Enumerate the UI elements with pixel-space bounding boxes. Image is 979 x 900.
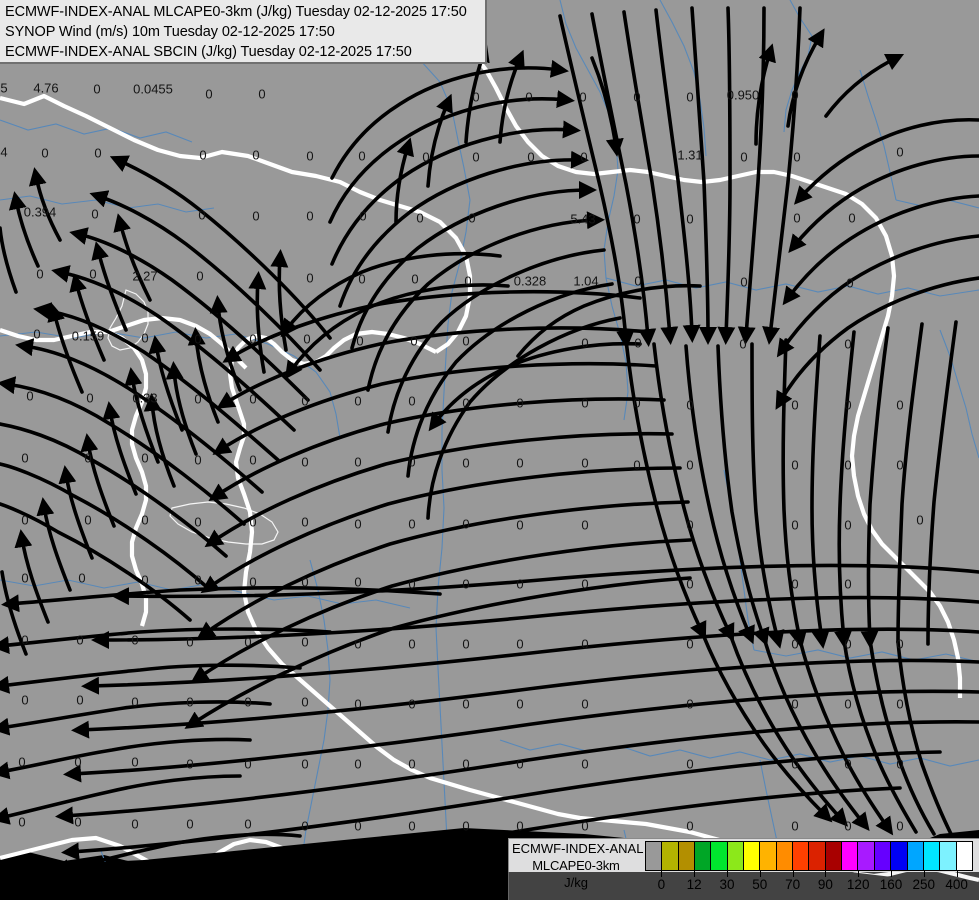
colorbar-swatch-15 (891, 842, 908, 870)
colorbar-tick-30 (727, 871, 728, 877)
colorbar-tick-70 (792, 871, 794, 877)
colorbar-tick-label-120: 120 (846, 877, 870, 892)
colorbar-tick-12 (694, 871, 696, 877)
colorbar-tick-label-70: 70 (785, 877, 801, 892)
colorbar-swatch-7 (760, 842, 777, 870)
colorbar-swatch-5 (727, 842, 745, 870)
colorbar-tick-160 (891, 871, 892, 877)
colorbar-swatch-14 (874, 842, 892, 870)
colorbar-swatch-8 (776, 842, 794, 870)
map-sea (0, 828, 979, 900)
header-info-box: ECMWF-INDEX-ANAL MLCAPE0-3km (J/kg) Tues… (0, 0, 487, 64)
colorbar-tick-label-12: 12 (686, 877, 702, 892)
legend-units: J/kg (564, 875, 588, 890)
colorbar-swatch-17 (923, 842, 941, 870)
colorbar-tick-0 (661, 871, 663, 877)
colorbar-tick-250 (923, 871, 925, 877)
header-line-sbcin: ECMWF-INDEX-ANAL SBCIN (J/kg) Tuesday 02… (5, 44, 412, 60)
colorbar-swatch-0 (646, 842, 663, 870)
colorbar-swatch-3 (695, 842, 712, 870)
colorbar-swatch-4 (711, 842, 728, 870)
colorbar-swatch-10 (809, 842, 826, 870)
legend-background-bottom (508, 872, 979, 900)
colorbar-tick-label-250: 250 (912, 877, 936, 892)
legend-title-parameter: MLCAPE0-3km (532, 858, 620, 873)
colorbar-swatch-9 (793, 842, 810, 870)
colorbar-swatch-11 (825, 842, 843, 870)
colorbar-swatch-12 (842, 842, 859, 870)
colorbar-swatch-16 (907, 842, 924, 870)
colorbar-swatch-13 (858, 842, 875, 870)
colorbar-tick-50 (759, 871, 761, 877)
colorbar-swatch-1 (662, 842, 679, 870)
colorbar-tick-label-400: 400 (945, 877, 968, 892)
colorbar-tick-400 (956, 871, 958, 877)
colorbar-swatch-6 (744, 842, 761, 870)
colorbar-tick-90 (825, 871, 827, 877)
colorbar-tick-label-160: 160 (879, 877, 903, 892)
legend-panel: ECMWF-INDEX-ANAL MLCAPE0-3km J/kg 0 12 30 5… (508, 838, 979, 900)
colorbar-swatch-2 (678, 842, 696, 870)
wind-streamlines (0, 6, 979, 889)
colorbar-tick-label-50: 50 (752, 877, 768, 892)
colorbar[interactable] (645, 841, 973, 871)
colorbar-tick-label-0: 0 (657, 877, 666, 892)
colorbar-tick-label-90: 90 (817, 877, 833, 892)
map-land-field (0, 0, 979, 877)
colorbar-tick-axis: 0 12 30 50 70 90 120 160 250 400 (645, 871, 973, 898)
legend-title-model: ECMWF-INDEX-ANAL (512, 841, 644, 856)
header-line-synop-wind: SYNOP Wind (m/s) 10m Tuesday 02-12-2025 … (5, 24, 335, 40)
legend-title: ECMWF-INDEX-ANAL MLCAPE0-3km (512, 840, 644, 874)
colorbar-swatch-19 (956, 842, 972, 870)
colorbar-swatch-18 (940, 842, 957, 870)
header-line-mlcape: ECMWF-INDEX-ANAL MLCAPE0-3km (J/kg) Tues… (5, 4, 467, 20)
colorbar-tick-label-30: 30 (719, 877, 735, 892)
colorbar-tick-120 (858, 871, 860, 877)
